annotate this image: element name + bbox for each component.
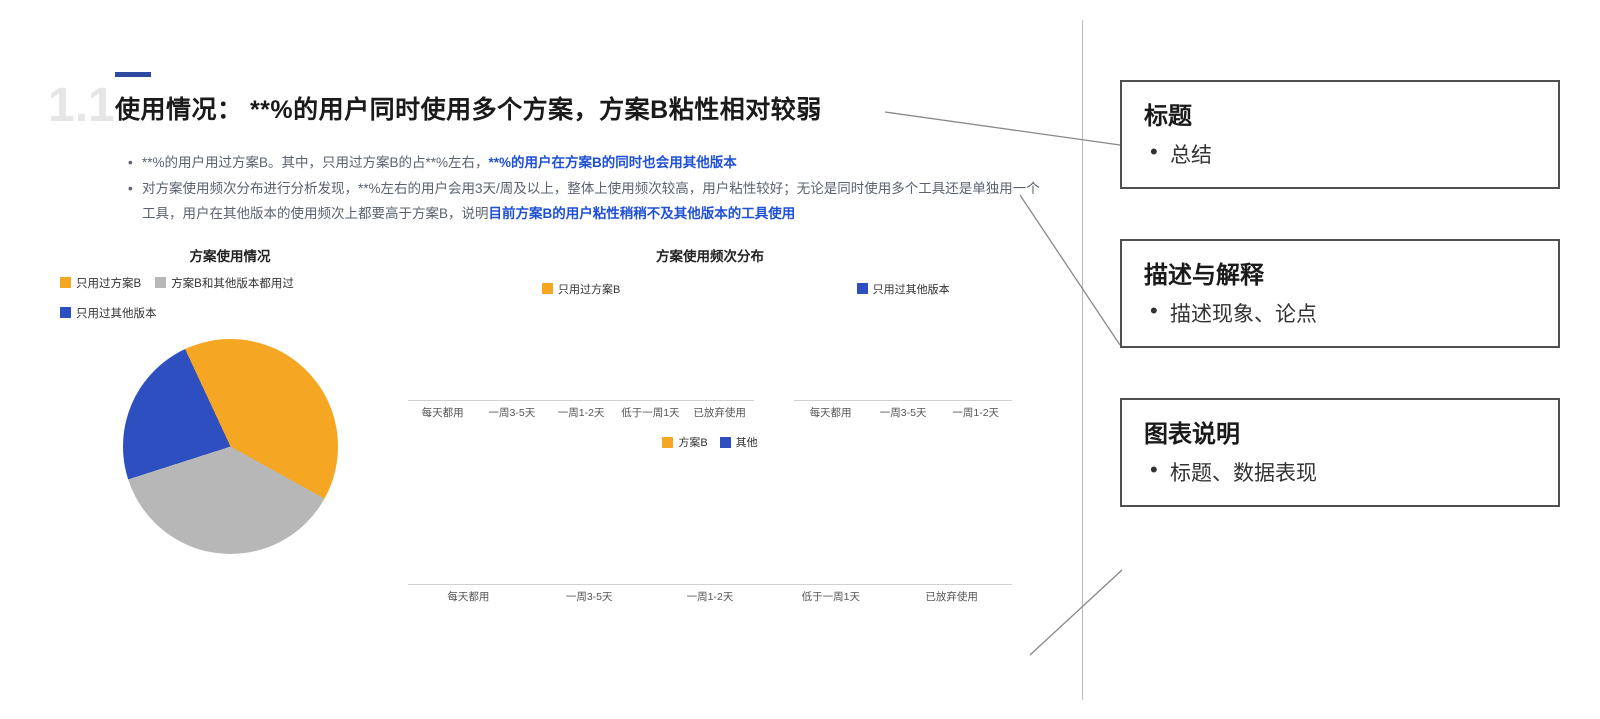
annot-heading-0: 标题 — [1144, 96, 1536, 131]
annot-box-title: 标题 总结 — [1120, 80, 1560, 189]
annot-item-1: 描述现象、论点 — [1170, 298, 1536, 328]
annot-heading-1: 描述与解释 — [1144, 255, 1536, 290]
annot-box-desc: 描述与解释 描述现象、论点 — [1120, 239, 1560, 348]
annot-heading-2: 图表说明 — [1144, 414, 1536, 449]
annot-item-2: 标题、数据表现 — [1170, 457, 1536, 487]
annot-item-0: 总结 — [1170, 139, 1536, 169]
annotation-panel: 标题 总结 描述与解释 描述现象、论点 图表说明 标题、数据表现 — [1120, 80, 1560, 507]
annot-box-chart: 图表说明 标题、数据表现 — [1120, 398, 1560, 507]
